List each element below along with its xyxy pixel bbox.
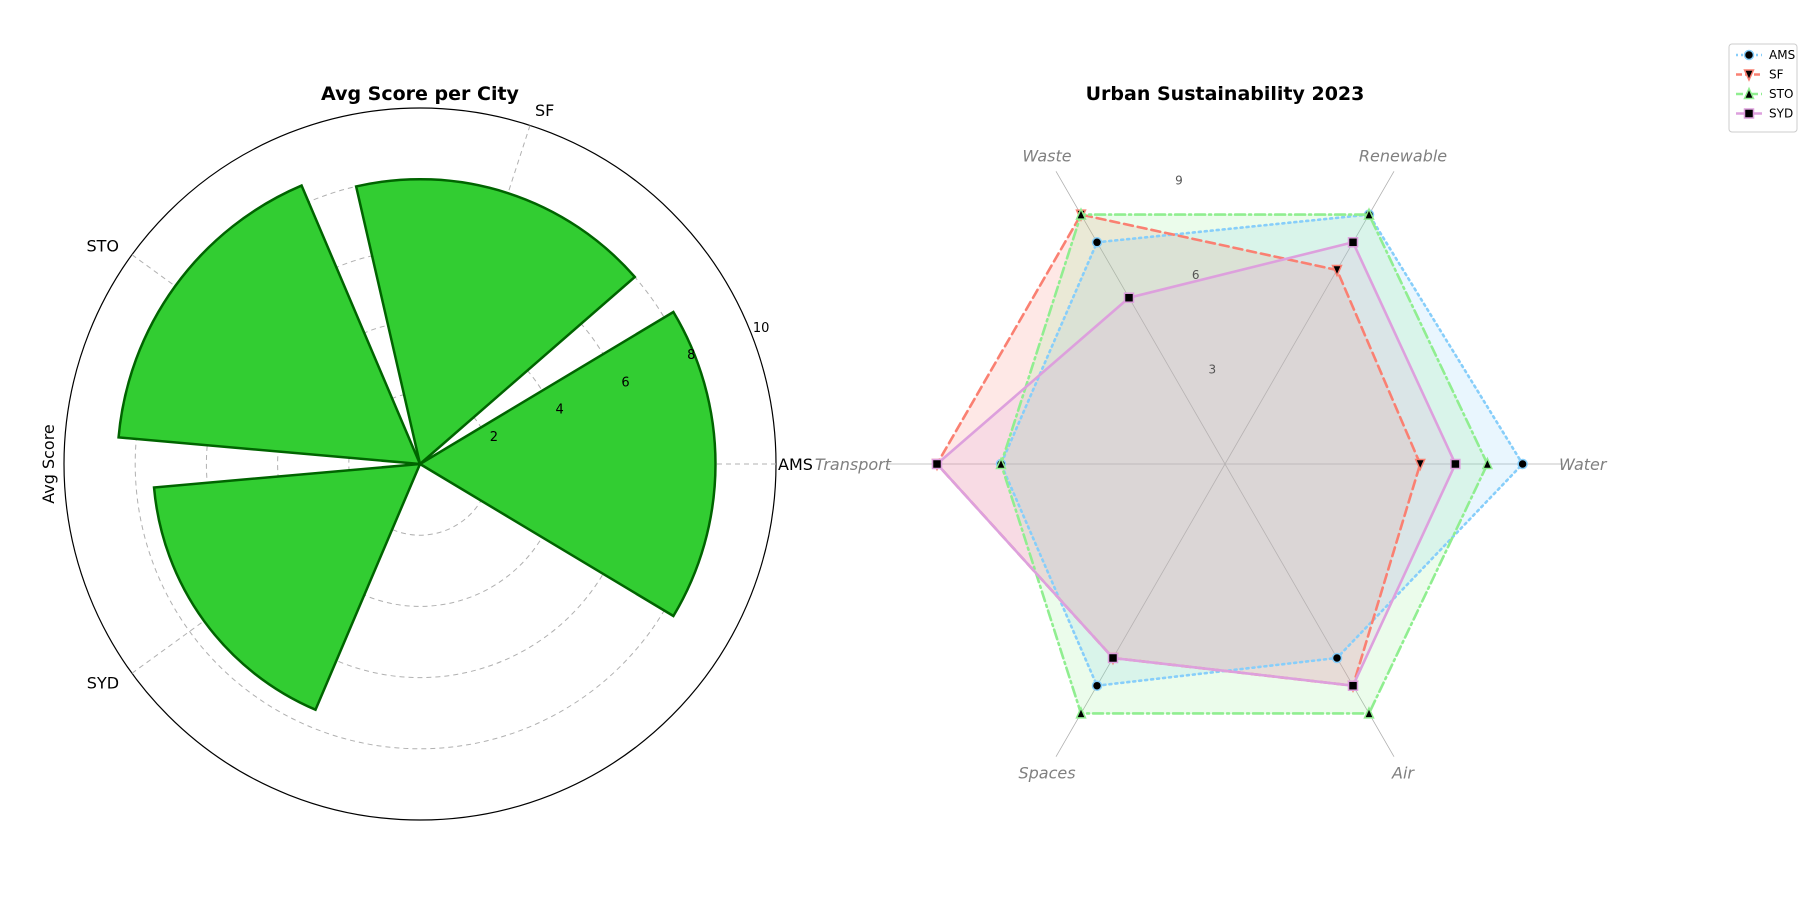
polar-tick-label: 2 xyxy=(490,430,498,445)
radar-point-syd xyxy=(1107,652,1119,664)
radar-area-syd xyxy=(937,242,1456,686)
radar-axis-labels: Water Renewable Waste Transport Spaces Air xyxy=(815,147,1608,783)
radar-spokes xyxy=(887,171,1563,757)
radar-point-sf xyxy=(1414,458,1426,472)
polar-tick-label: 10 xyxy=(753,321,770,336)
polar-category-label: STO xyxy=(87,236,120,255)
legend-label-ams: AMS xyxy=(1769,48,1795,62)
radar-tick-label: 6 xyxy=(1192,268,1200,282)
radar-point-syd xyxy=(1450,458,1461,470)
radar-axis-label: Water xyxy=(1559,455,1608,474)
radar-tick-label: 9 xyxy=(1175,173,1183,187)
polar-chart-title: Avg Score per City xyxy=(321,83,520,105)
radar-tick-label: 3 xyxy=(1209,362,1217,376)
polar-bar-syd xyxy=(152,462,422,712)
legend-label-sto: STO xyxy=(1769,87,1793,101)
legend-marker-sf xyxy=(1743,69,1755,82)
polar-tick-label: 4 xyxy=(556,403,564,418)
radar-chart-title: Urban Sustainability 2023 xyxy=(1086,83,1365,105)
polar-bar-sto xyxy=(117,183,422,466)
radar-spoke xyxy=(1055,463,1226,757)
radar-point-syd xyxy=(1347,237,1359,248)
radar-point-syd xyxy=(1123,292,1135,303)
radar-point-ams xyxy=(1331,652,1343,664)
polar-bar-sf xyxy=(354,178,637,467)
radar-spoke xyxy=(1055,171,1226,465)
radar-area-ams xyxy=(1001,214,1523,686)
radar-series xyxy=(931,207,1528,719)
radar-point-sto xyxy=(1363,706,1375,719)
radar-point-sto xyxy=(1075,207,1087,220)
radar-spoke xyxy=(1224,171,1395,465)
radar-point-sto xyxy=(1075,706,1087,719)
radar-axis-label: Spaces xyxy=(1018,763,1075,782)
polar-tick-label: 6 xyxy=(621,375,629,390)
radar-point-sto xyxy=(1363,207,1375,220)
legend-label-syd: SYD xyxy=(1769,107,1793,121)
radar-area-sto xyxy=(1001,214,1488,714)
legend-marker-ams xyxy=(1743,49,1755,61)
polar-bar-ams xyxy=(417,310,717,618)
radar-axis-label: Waste xyxy=(1022,147,1071,166)
radar-point-ams xyxy=(1517,458,1528,470)
radar-axis-label: Air xyxy=(1391,763,1415,782)
polar-category-label: SF xyxy=(535,101,554,120)
polar-chart-ylabel: Avg Score xyxy=(39,424,58,504)
radar-axis-label: Transport xyxy=(815,455,892,474)
polar-bar-chart: Avg Score per City Avg Score 2 4 6 8 10 AMS S… xyxy=(39,83,813,821)
legend: AMS SF STO SYD xyxy=(1728,43,1798,133)
radar-point-syd xyxy=(1347,680,1359,691)
radar-chart: Urban Sustainability 2023 3 6 9 Water Renew… xyxy=(815,83,1608,782)
legend-marker-syd xyxy=(1743,108,1755,119)
polar-radial-ticks: 2 4 6 8 10 xyxy=(490,321,770,445)
radar-radial-ticks: 3 6 9 xyxy=(1175,173,1216,376)
radar-point-sto xyxy=(1481,456,1494,470)
radar-point-ams xyxy=(1091,237,1103,248)
radar-point-sto xyxy=(995,456,1007,470)
radar-spoke xyxy=(1224,463,1395,757)
legend-label-sf: SF xyxy=(1769,68,1784,82)
radar-area-sf xyxy=(937,214,1421,686)
polar-tick-label: 8 xyxy=(687,348,695,363)
polar-category-labels: AMS SF STO SYD xyxy=(87,101,813,692)
polar-category-label: AMS xyxy=(778,455,813,474)
polar-category-label: SYD xyxy=(87,674,119,693)
legend-marker-sto xyxy=(1743,86,1755,100)
radar-point-syd xyxy=(931,458,943,470)
radar-axis-label: Renewable xyxy=(1359,147,1447,166)
polar-bars xyxy=(117,178,717,712)
radar-point-ams xyxy=(1091,680,1103,691)
radar-point-sf xyxy=(1331,264,1343,278)
